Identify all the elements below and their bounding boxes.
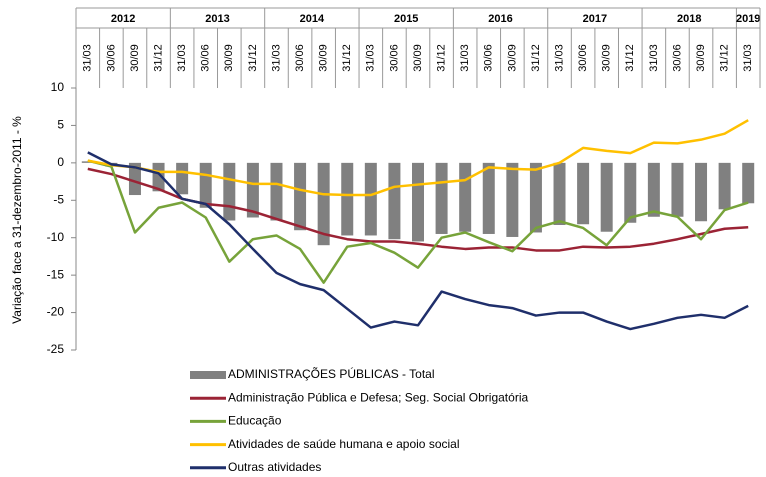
bar — [624, 162, 637, 223]
bar — [412, 162, 424, 242]
year-label: 2012 — [111, 13, 135, 25]
x-tick-label: 30/06 — [483, 44, 495, 72]
x-tick-label: 30/09 — [506, 44, 518, 72]
x-tick-label: 31/03 — [459, 44, 471, 72]
x-tick-label: 30/06 — [671, 44, 683, 72]
year-label: 2015 — [394, 13, 418, 25]
bar — [223, 162, 236, 221]
bar — [506, 162, 519, 237]
y-tick-label: -10 — [47, 230, 65, 244]
legend-label: Administração Pública e Defesa; Seg. Soc… — [228, 390, 528, 404]
bar — [81, 161, 94, 163]
bar — [600, 162, 613, 232]
y-axis-label: Variação face a 31-dezembro-2011 - % — [10, 116, 24, 324]
x-tick-label: 31/03 — [270, 44, 282, 72]
x-tick-label: 31/12 — [341, 44, 353, 72]
x-tick-label: 31/03 — [365, 44, 377, 72]
x-tick-label: 30/06 — [388, 44, 400, 72]
bar — [742, 162, 755, 204]
x-tick-label: 31/03 — [553, 44, 565, 72]
y-tick-label: 0 — [57, 155, 64, 169]
x-tick-label: 31/12 — [719, 44, 731, 72]
bar — [152, 162, 165, 192]
bar — [695, 162, 708, 222]
bar — [128, 162, 141, 196]
y-tick-label: 5 — [57, 118, 64, 132]
x-tick-label: 30/09 — [695, 44, 707, 72]
bar — [246, 162, 259, 218]
year-label: 2013 — [205, 13, 229, 25]
bar — [435, 162, 448, 234]
y-tick-label: 10 — [51, 80, 65, 94]
bar — [294, 162, 307, 231]
year-label: 2017 — [583, 13, 607, 25]
bar — [199, 162, 212, 208]
year-label: 2018 — [677, 13, 701, 25]
x-tick-label: 30/09 — [318, 44, 330, 72]
x-tick-label: 31/12 — [624, 44, 636, 72]
bar — [553, 162, 566, 225]
x-tick-label: 31/03 — [742, 44, 754, 72]
legend-swatch — [190, 371, 226, 379]
x-tick-label: 31/03 — [176, 44, 188, 72]
y-tick-label: -15 — [47, 267, 65, 281]
bar — [388, 162, 401, 240]
bar — [176, 162, 189, 195]
legend-label: ADMINISTRAÇÕES PÚBLICAS - Total — [228, 366, 435, 381]
x-tick-label: 30/06 — [200, 44, 212, 72]
x-tick-label: 31/12 — [247, 44, 259, 72]
x-tick-label: 30/09 — [601, 44, 613, 72]
legend-label: Atividades de saúde humana e apoio socia… — [228, 437, 460, 451]
y-tick-label: -20 — [47, 305, 65, 319]
legend-label: Educação — [228, 414, 282, 428]
x-tick-label: 30/06 — [577, 44, 589, 72]
x-tick-label: 31/03 — [648, 44, 660, 72]
y-tick-label: -5 — [53, 192, 64, 206]
bar — [647, 162, 660, 217]
x-tick-label: 30/09 — [223, 44, 235, 72]
bar — [671, 162, 684, 217]
bar — [364, 162, 377, 236]
x-tick-label: 31/12 — [435, 44, 447, 72]
year-label: 2019 — [736, 13, 760, 25]
bar — [529, 162, 542, 233]
x-tick-label: 31/12 — [530, 44, 542, 72]
bar — [317, 162, 330, 246]
x-tick-label: 30/06 — [294, 44, 306, 72]
x-tick-label: 31/12 — [152, 44, 164, 72]
x-tick-label: 30/09 — [412, 44, 424, 72]
line — [87, 151, 749, 331]
bar — [341, 162, 354, 236]
year-label: 2014 — [300, 13, 325, 25]
legend-label: Outras atividades — [228, 460, 321, 474]
line — [87, 159, 749, 284]
bar — [270, 162, 283, 221]
line — [87, 119, 749, 197]
bar — [482, 162, 495, 234]
bar — [459, 162, 472, 232]
x-tick-label: 30/09 — [129, 44, 141, 72]
y-tick-label: -25 — [47, 342, 65, 356]
bar — [718, 162, 731, 210]
bar — [577, 162, 590, 225]
year-label: 2016 — [488, 13, 512, 25]
x-tick-label: 31/03 — [82, 44, 94, 72]
x-tick-label: 30/06 — [105, 44, 117, 72]
